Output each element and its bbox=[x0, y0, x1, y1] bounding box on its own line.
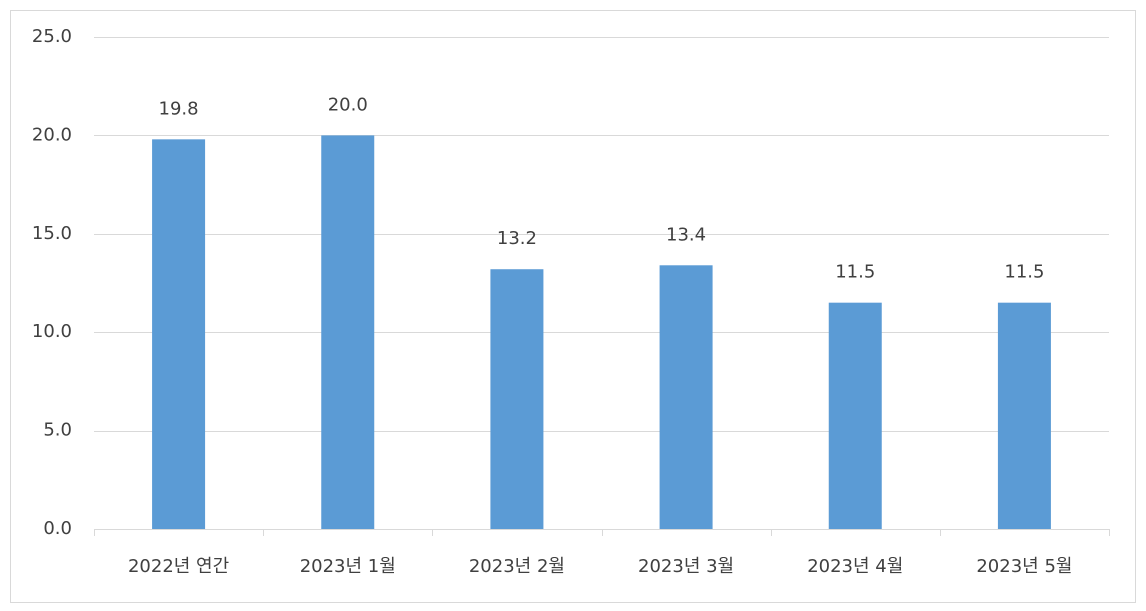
y-tick-label: 15.0 bbox=[32, 223, 72, 244]
y-tick-label: 20.0 bbox=[32, 124, 72, 145]
y-tick-label: 25.0 bbox=[32, 26, 72, 47]
x-tick-label: 2022년 연간 bbox=[128, 556, 229, 577]
x-tick-label: 2023년 5월 bbox=[976, 556, 1072, 577]
data-label: 13.2 bbox=[497, 228, 537, 249]
data-label: 20.0 bbox=[328, 94, 368, 115]
bar bbox=[321, 135, 375, 529]
x-tick-label: 2023년 4월 bbox=[807, 556, 903, 577]
x-tick-label: 2023년 1월 bbox=[300, 556, 396, 577]
bar bbox=[659, 265, 713, 529]
x-tick-label: 2023년 3월 bbox=[638, 556, 734, 577]
data-label: 13.4 bbox=[666, 224, 706, 245]
data-label: 11.5 bbox=[835, 262, 875, 283]
y-tick-label: 0.0 bbox=[43, 518, 72, 539]
y-tick-label: 10.0 bbox=[32, 321, 72, 342]
bar bbox=[828, 302, 882, 529]
x-tick-label: 2023년 2월 bbox=[469, 556, 565, 577]
y-tick-label: 5.0 bbox=[43, 420, 72, 441]
bar bbox=[997, 302, 1051, 529]
bar bbox=[152, 139, 206, 529]
data-label: 11.5 bbox=[1004, 262, 1044, 283]
data-label: 19.8 bbox=[159, 98, 199, 119]
bar bbox=[490, 269, 544, 529]
